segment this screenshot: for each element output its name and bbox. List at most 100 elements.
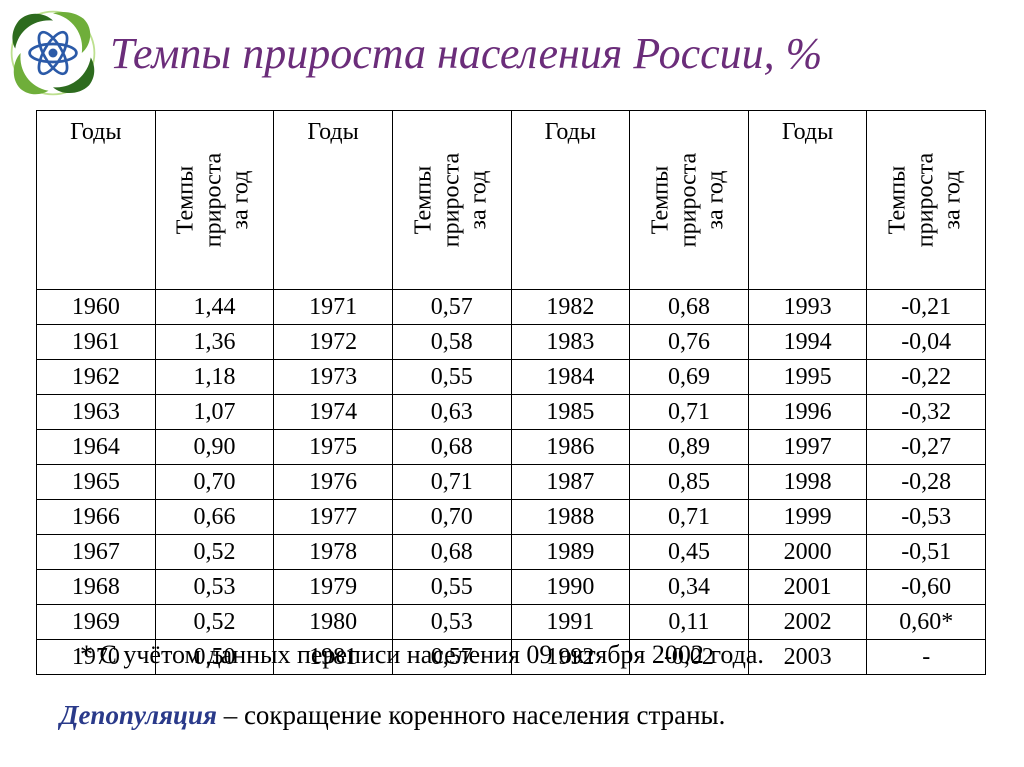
table-cell: -0,53 [867, 500, 986, 535]
table-row: 19601,4419710,5719820,681993-0,21 [37, 290, 986, 325]
definition-text: сокращение коренного населения страны. [244, 700, 725, 730]
table-cell: 0,70 [155, 465, 274, 500]
table-cell: 0,34 [630, 570, 749, 605]
table-cell: 1995 [748, 360, 867, 395]
table-cell: -0,22 [867, 360, 986, 395]
table-cell: 1972 [274, 325, 393, 360]
table-cell: 1991 [511, 605, 630, 640]
table-cell: 1990 [511, 570, 630, 605]
table-cell: -0,28 [867, 465, 986, 500]
col-rate-4: Темпыприростаза год [867, 111, 986, 290]
table-cell: 0,76 [630, 325, 749, 360]
table-cell: 1,18 [155, 360, 274, 395]
table-cell: 1,44 [155, 290, 274, 325]
table-cell: 0,52 [155, 605, 274, 640]
table-cell: 2001 [748, 570, 867, 605]
table-cell: 1971 [274, 290, 393, 325]
table-row: 19621,1819730,5519840,691995-0,22 [37, 360, 986, 395]
table-cell: 1968 [37, 570, 156, 605]
table-cell: 0,68 [392, 535, 511, 570]
table-cell: 1962 [37, 360, 156, 395]
table-cell: -0,04 [867, 325, 986, 360]
table-cell: - [867, 640, 986, 675]
col-year-3: Годы [511, 111, 630, 290]
table-cell: -0,21 [867, 290, 986, 325]
table-cell: 1985 [511, 395, 630, 430]
definition-term: Депопуляция [60, 700, 217, 730]
col-year-4: Годы [748, 111, 867, 290]
table-cell: 1996 [748, 395, 867, 430]
table-cell: 0,71 [630, 500, 749, 535]
table-row: 19640,9019750,6819860,891997-0,27 [37, 430, 986, 465]
col-rate-1: Темпыприростаза год [155, 111, 274, 290]
table-row: 19650,7019760,7119870,851998-0,28 [37, 465, 986, 500]
table-cell: 1963 [37, 395, 156, 430]
table-cell: 0,53 [155, 570, 274, 605]
table-row: 19660,6619770,7019880,711999-0,53 [37, 500, 986, 535]
table-cell: 2002 [748, 605, 867, 640]
table-cell: 1,07 [155, 395, 274, 430]
logo-icon [8, 8, 98, 98]
table-cell: -0,51 [867, 535, 986, 570]
table-cell: 1998 [748, 465, 867, 500]
footnote: * С учётом данных переписи населения 09 … [80, 640, 764, 670]
table-cell: 1993 [748, 290, 867, 325]
table-cell: 1974 [274, 395, 393, 430]
table-cell: 0,60* [867, 605, 986, 640]
table-cell: 1984 [511, 360, 630, 395]
table-cell: 0,89 [630, 430, 749, 465]
col-rate-2: Темпыприростаза год [392, 111, 511, 290]
table-cell: 1976 [274, 465, 393, 500]
table-cell: 1979 [274, 570, 393, 605]
table-cell: 2003 [748, 640, 867, 675]
table-cell: 0,90 [155, 430, 274, 465]
table-cell: 1,36 [155, 325, 274, 360]
table-cell: 0,58 [392, 325, 511, 360]
table-row: 19690,5219800,5319910,1120020,60* [37, 605, 986, 640]
table-cell: 1969 [37, 605, 156, 640]
col-year-1: Годы [37, 111, 156, 290]
table-row: 19680,5319790,5519900,342001-0,60 [37, 570, 986, 605]
table-cell: 1983 [511, 325, 630, 360]
table-cell: -0,60 [867, 570, 986, 605]
table-cell: 1986 [511, 430, 630, 465]
page-title: Темпы прироста населения России, % [110, 28, 1024, 79]
table-cell: 1964 [37, 430, 156, 465]
table-cell: 0,68 [392, 430, 511, 465]
table-cell: 0,63 [392, 395, 511, 430]
table-cell: 1980 [274, 605, 393, 640]
table-cell: 1965 [37, 465, 156, 500]
table-cell: 0,53 [392, 605, 511, 640]
table-cell: 1973 [274, 360, 393, 395]
table-row: 19611,3619720,5819830,761994-0,04 [37, 325, 986, 360]
table-cell: 1987 [511, 465, 630, 500]
table-cell: 1977 [274, 500, 393, 535]
table-cell: 2000 [748, 535, 867, 570]
table-cell: 0,11 [630, 605, 749, 640]
table-cell: 0,45 [630, 535, 749, 570]
table-cell: 0,55 [392, 360, 511, 395]
table-cell: 1967 [37, 535, 156, 570]
table-cell: 1989 [511, 535, 630, 570]
definition: Депопуляция – сокращение коренного насел… [60, 700, 725, 731]
table-cell: 1961 [37, 325, 156, 360]
table-cell: 0,71 [630, 395, 749, 430]
table-cell: 1994 [748, 325, 867, 360]
table-cell: 0,55 [392, 570, 511, 605]
table-cell: 1975 [274, 430, 393, 465]
table-header-row: Годы Темпыприростаза год Годы Темпыприро… [37, 111, 986, 290]
col-year-2: Годы [274, 111, 393, 290]
table-cell: 1997 [748, 430, 867, 465]
table-row: 19670,5219780,6819890,452000-0,51 [37, 535, 986, 570]
table-cell: 1982 [511, 290, 630, 325]
table-cell: 1960 [37, 290, 156, 325]
definition-dash: – [217, 700, 244, 730]
table-cell: 0,69 [630, 360, 749, 395]
table-cell: 0,85 [630, 465, 749, 500]
table-cell: -0,32 [867, 395, 986, 430]
table-cell: 1999 [748, 500, 867, 535]
table-row: 19631,0719740,6319850,711996-0,32 [37, 395, 986, 430]
table-cell: 1988 [511, 500, 630, 535]
table-cell: 0,68 [630, 290, 749, 325]
table-cell: -0,27 [867, 430, 986, 465]
